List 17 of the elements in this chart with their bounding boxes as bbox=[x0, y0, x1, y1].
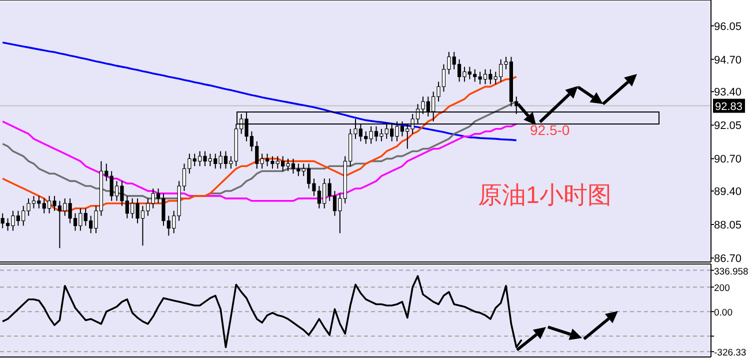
y-tick-label: 336.958 bbox=[714, 266, 748, 278]
annotation: 原油1小时图 bbox=[478, 182, 612, 209]
y-tick-label: 93.40 bbox=[714, 86, 742, 99]
y-tick-label: 90.70 bbox=[714, 154, 742, 166]
y-tick-label: 92.05 bbox=[714, 120, 742, 132]
ref-line-label: 92.83 bbox=[715, 100, 743, 113]
y-tick-label: -326.33 bbox=[714, 348, 746, 359]
y-tick-label: 200 bbox=[714, 283, 730, 294]
line-series bbox=[2, 42, 518, 142]
y-tick-label: 94.70 bbox=[714, 54, 742, 66]
y-tick-label: 88.05 bbox=[714, 220, 742, 232]
y-tick-label: 86.70 bbox=[714, 253, 742, 266]
line-series bbox=[2, 275, 522, 348]
y-tick-label: 0.00 bbox=[714, 308, 732, 319]
annotation: 92.5-0 bbox=[530, 122, 570, 138]
y-tick-label: 89.40 bbox=[714, 186, 742, 198]
y-tick-label: 96.05 bbox=[714, 20, 742, 33]
